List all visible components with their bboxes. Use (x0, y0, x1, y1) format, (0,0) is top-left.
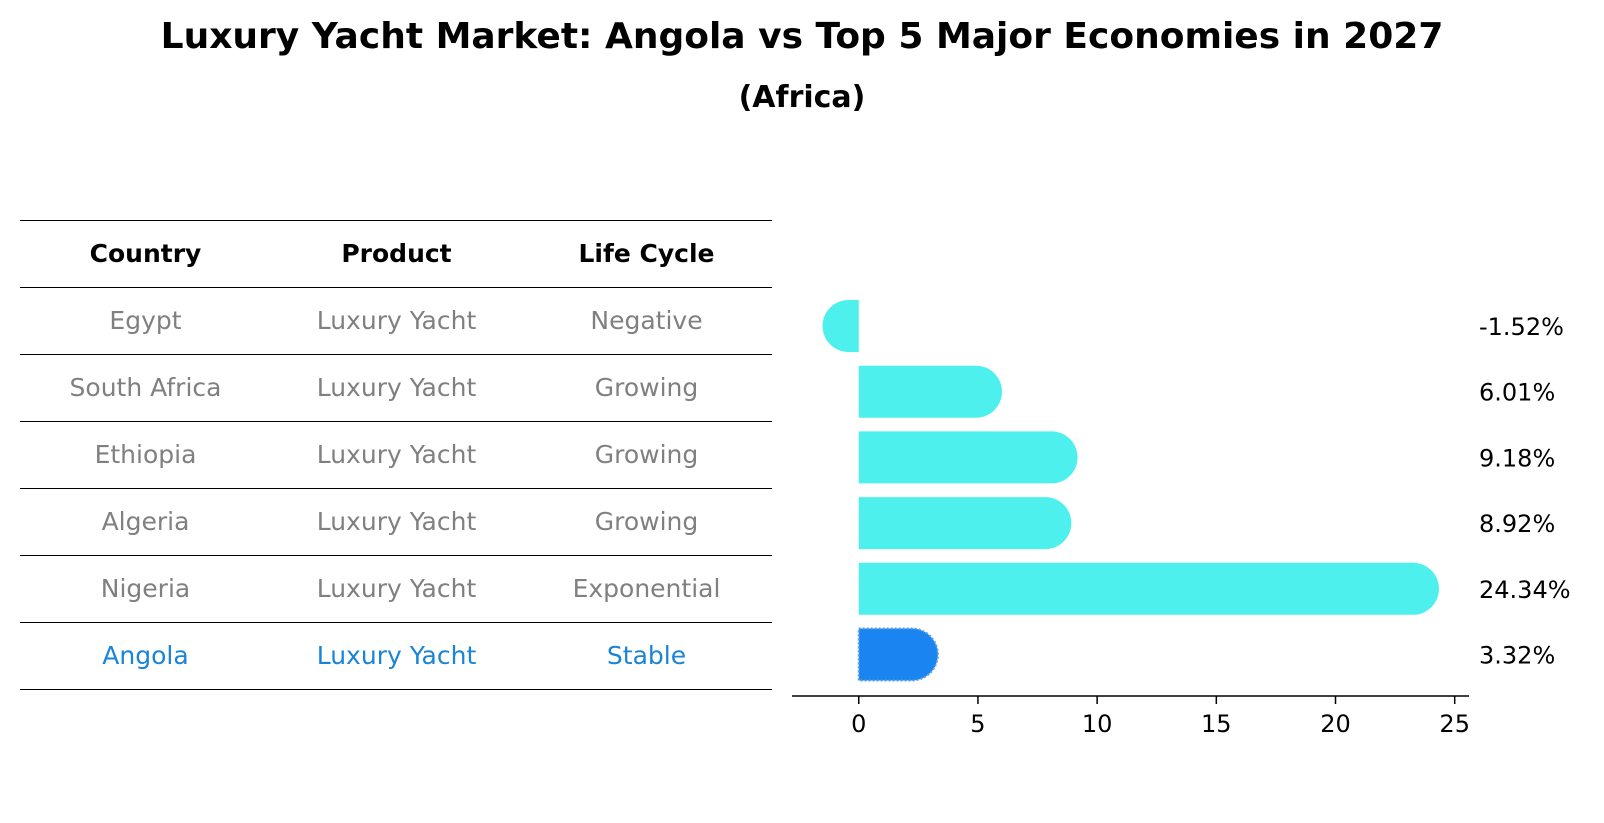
product-cell: Luxury Yacht (316, 373, 477, 402)
table-row: Algeria Luxury Yacht Growing (20, 489, 772, 556)
product-cell: Luxury Yacht (316, 507, 477, 536)
bar (858, 562, 1439, 615)
bar (858, 431, 1078, 484)
table-row-highlighted: Angola Luxury Yacht Stable (20, 623, 772, 690)
country-cell: Algeria (101, 507, 190, 536)
bar-value-label: 6.01% (1479, 379, 1555, 407)
product-cell: Luxury Yacht (316, 574, 477, 603)
product-cell: Luxury Yacht (316, 306, 477, 335)
column-header-product: Product (341, 239, 452, 268)
x-tick-label: 15 (1201, 710, 1232, 738)
bar (858, 497, 1072, 550)
bar (858, 365, 1003, 418)
product-cell: Luxury Yacht (316, 440, 477, 469)
column-header-country: Country (89, 239, 202, 268)
bar-value-label: 9.18% (1479, 444, 1555, 472)
country-cell: Ethiopia (94, 440, 197, 469)
table-row: Nigeria Luxury Yacht Exponential (20, 556, 772, 623)
x-tick-label: 5 (970, 710, 985, 738)
life-cycle-cell: Stable (606, 641, 687, 670)
table-row: Ethiopia Luxury Yacht Growing (20, 422, 772, 489)
table-row: Egypt Luxury Yacht Negative (20, 288, 772, 355)
bar-value-label: 8.92% (1479, 510, 1555, 538)
table-row: South Africa Luxury Yacht Growing (20, 355, 772, 422)
x-tick-label: 20 (1320, 710, 1351, 738)
life-cycle-cell: Negative (590, 306, 703, 335)
product-cell: Luxury Yacht (316, 641, 477, 670)
bar-value-label: -1.52% (1479, 313, 1564, 341)
bar-highlighted (857, 627, 939, 682)
chart-subtitle: (Africa) (738, 80, 866, 115)
country-cell: South Africa (69, 373, 222, 402)
country-cell: Nigeria (100, 574, 191, 603)
chart-title: Luxury Yacht Market: Angola vs Top 5 Maj… (160, 16, 1444, 57)
bar (822, 300, 859, 352)
x-tick-label: 0 (851, 710, 866, 738)
country-cell: Angola (102, 641, 189, 670)
data-table: Country Product Life Cycle Egypt Luxury … (20, 220, 772, 690)
country-cell: Egypt (109, 306, 182, 335)
life-cycle-cell: Growing (594, 507, 699, 536)
life-cycle-cell: Exponential (572, 574, 721, 603)
column-header-life-cycle: Life Cycle (578, 239, 715, 268)
bar-value-label: 24.34% (1479, 576, 1571, 604)
life-cycle-cell: Growing (594, 373, 699, 402)
life-cycle-cell: Growing (594, 440, 699, 469)
table-header-row: Country Product Life Cycle (20, 220, 772, 288)
bar-value-label: 3.32% (1479, 642, 1555, 670)
x-tick-label: 25 (1439, 710, 1470, 738)
x-tick-label: 10 (1082, 710, 1113, 738)
